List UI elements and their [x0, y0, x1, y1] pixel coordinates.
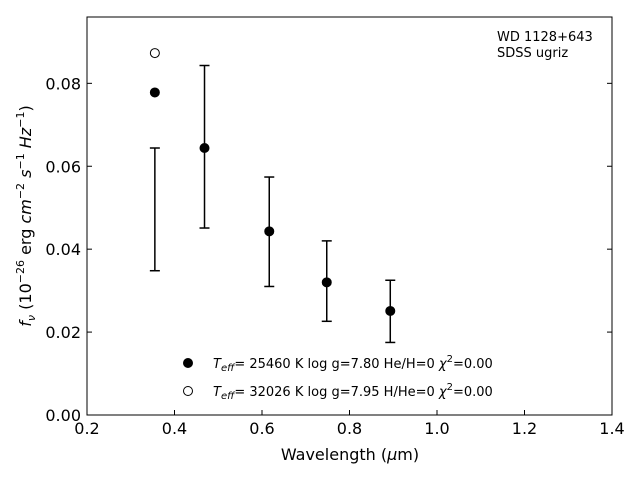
- legend: Teff= 25460 K log g=7.80 He/H=0 χ2=0.00 …: [183, 354, 493, 402]
- errorbar: [149, 147, 160, 272]
- hydrogen-model-point: [199, 143, 210, 154]
- x-axis-label: Wavelength (μm): [281, 445, 419, 464]
- x-axis-ticks: 0.2 0.4 0.6 0.8 1.0 1.2 1.4: [74, 410, 625, 438]
- legend-entry-helium-model: Teff= 32026 K log g=7.95 H/He=0 χ2=0.00: [213, 382, 493, 402]
- x-tick-label: 0.4: [162, 419, 187, 438]
- y-tick-label: 0.00: [45, 406, 81, 425]
- legend-marker-filled: [183, 358, 193, 368]
- x-tick-label: 0.2: [74, 419, 99, 438]
- model-points: [149, 48, 396, 316]
- helium-model-point: [149, 48, 160, 59]
- x-tick-label: 1.2: [512, 419, 537, 438]
- plot-frame: [86, 16, 613, 416]
- annotation-survey-name: SDSS ugriz: [497, 46, 568, 61]
- y-axis-ticks: 0.00 0.02 0.04 0.06 0.08: [45, 74, 612, 425]
- y-tick-label: 0.06: [45, 157, 81, 176]
- x-tick-label: 1.0: [424, 419, 449, 438]
- x-tick-label: 0.8: [337, 419, 362, 438]
- legend-entry-hydrogen-model: Teff= 25460 K log g=7.80 He/H=0 χ2=0.00: [213, 354, 493, 374]
- hydrogen-model-point: [149, 87, 160, 98]
- y-tick-label: 0.04: [45, 240, 81, 259]
- annotation-object-name: WD 1128+643: [497, 30, 593, 45]
- observed-errorbars: [149, 64, 396, 344]
- hydrogen-model-point: [385, 305, 396, 316]
- hydrogen-model-point: [321, 277, 332, 288]
- x-tick-label: 1.4: [599, 419, 624, 438]
- hydrogen-model-point: [264, 226, 275, 237]
- y-tick-label: 0.08: [45, 74, 81, 93]
- y-axis-label: fν (10−26 erg cm−2 s−1 Hz−1): [14, 105, 38, 326]
- x-tick-label: 0.6: [249, 419, 274, 438]
- legend-marker-open: [183, 386, 193, 396]
- y-tick-label: 0.02: [45, 323, 81, 342]
